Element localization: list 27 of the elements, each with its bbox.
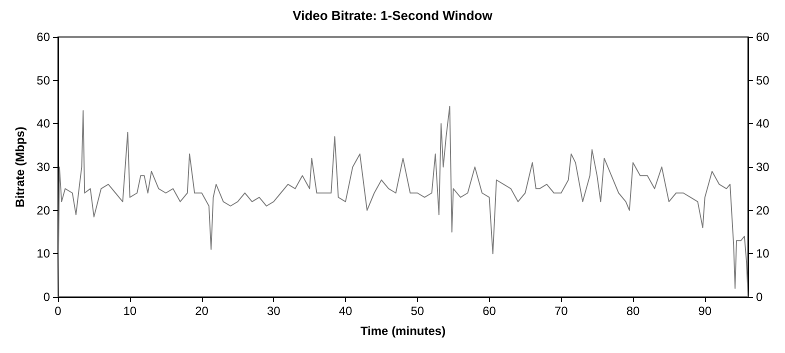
chart-title: Video Bitrate: 1-Second Window <box>292 8 494 23</box>
x-axis-title: Time (minutes) <box>360 324 446 338</box>
y-axis-title: Bitrate (Mbps) <box>12 126 27 208</box>
y2-tick-label: 60 <box>756 30 770 44</box>
y2-tick-label: 40 <box>756 116 770 131</box>
x-tick-label: 50 <box>410 304 424 318</box>
y-tick-label: 40 <box>36 116 50 131</box>
x-tick-label: 20 <box>195 304 209 318</box>
x-tick-label: 40 <box>338 304 352 318</box>
x-tick-label: 70 <box>554 304 568 318</box>
y2-tick-label: 0 <box>756 290 763 304</box>
x-tick-label: 10 <box>123 304 137 318</box>
y2-tick-label: 10 <box>756 246 770 261</box>
x-tick-label: 0 <box>54 304 62 318</box>
y-tick-label: 10 <box>36 246 50 261</box>
y-tick-label: 20 <box>36 203 50 218</box>
x-tick-label: 60 <box>482 304 496 318</box>
x-tick-label: 90 <box>698 304 712 318</box>
y-tick-label: 60 <box>36 30 50 44</box>
y2-tick-label: 30 <box>756 160 770 174</box>
y-tick-label: 30 <box>36 160 50 174</box>
x-tick-label: 80 <box>626 304 640 318</box>
y2-tick-label: 20 <box>756 203 770 218</box>
y2-tick-label: 50 <box>756 73 770 88</box>
y-tick-label: 50 <box>36 73 50 88</box>
y-tick-label: 0 <box>43 290 50 304</box>
x-tick-label: 30 <box>266 304 281 318</box>
